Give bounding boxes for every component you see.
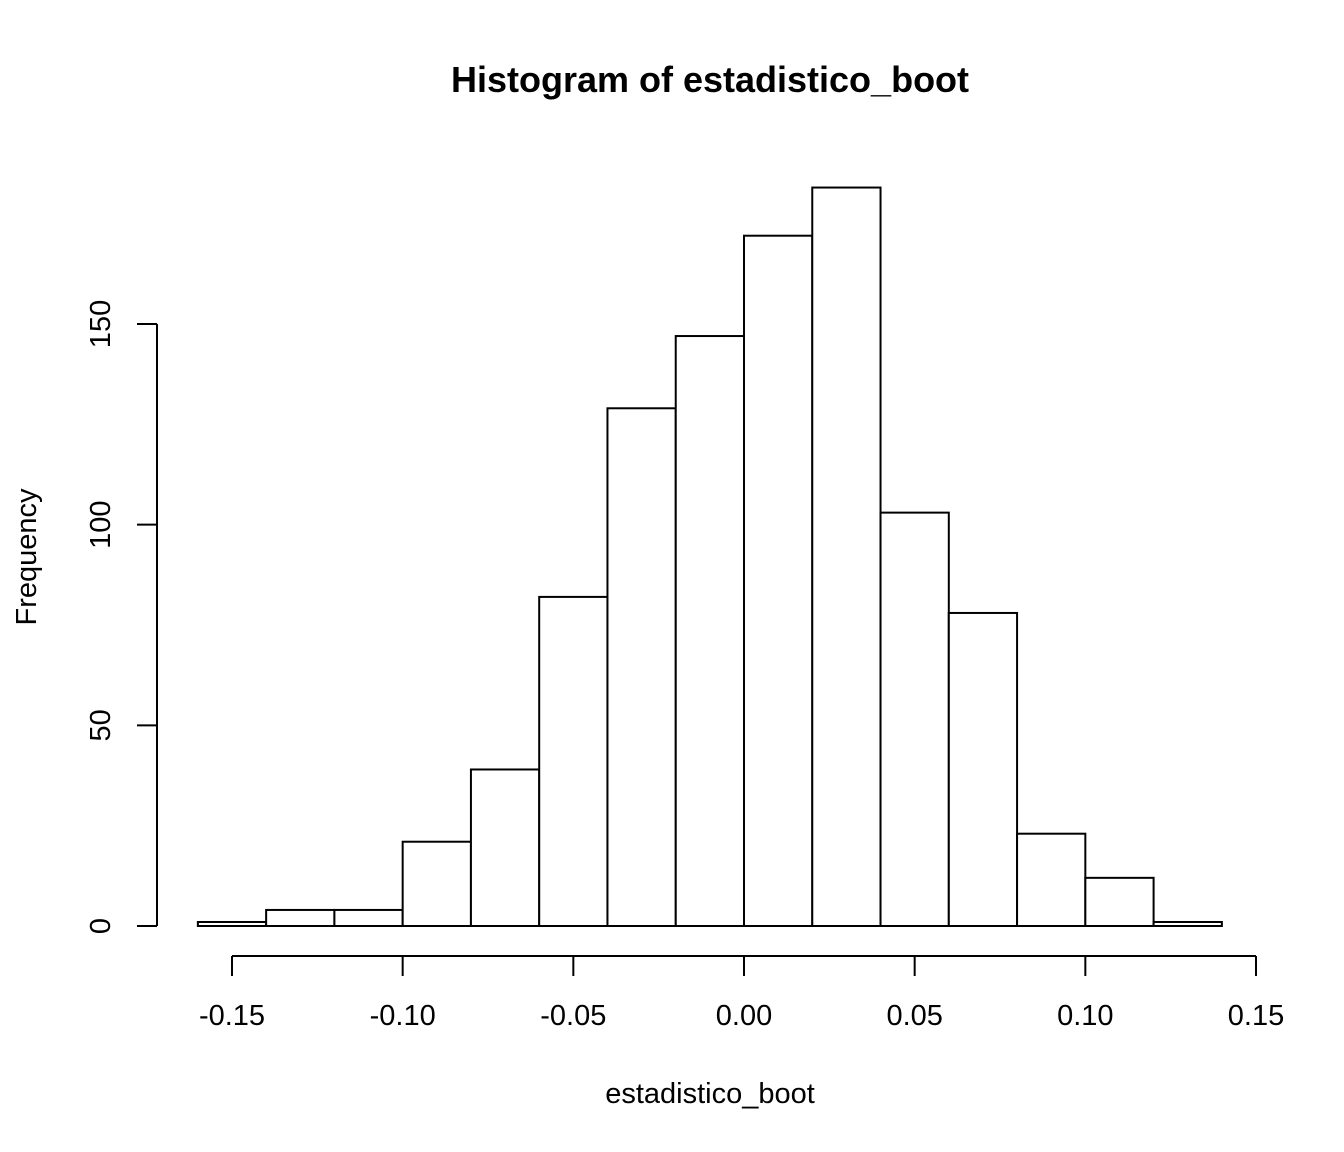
- histogram-bar: [196, 920, 268, 928]
- x-tick-label: 0.10: [1057, 1000, 1113, 1032]
- histogram-bar: [538, 595, 609, 927]
- x-tick-label: -0.15: [199, 1000, 265, 1032]
- x-tick-label: 0.00: [716, 1000, 772, 1032]
- x-axis: -0.15 -0.10 -0.05 0.00 0.05 0.10 0.15: [199, 955, 1284, 1032]
- histogram-bar: [401, 840, 472, 927]
- bars-group: [196, 186, 1223, 928]
- histogram-bar: [1016, 832, 1087, 928]
- x-tick-label: -0.05: [540, 1000, 606, 1032]
- y-tick-label: 0: [85, 918, 117, 934]
- histogram-bar: [469, 768, 541, 927]
- x-tick-label: 0.15: [1228, 1000, 1284, 1032]
- y-axis-label: Frequency: [11, 488, 43, 626]
- y-tick-label: 150: [85, 300, 117, 348]
- x-axis-label: estadistico_boot: [605, 1078, 815, 1110]
- histogram-bar: [947, 611, 1019, 928]
- histogram-bar: [265, 908, 336, 927]
- histogram-bar: [333, 908, 404, 927]
- x-tick-label: -0.10: [370, 1000, 436, 1032]
- histogram-bar: [879, 511, 950, 927]
- histogram-bar: [606, 407, 677, 927]
- histogram-bar: [674, 335, 746, 928]
- y-axis: 0 50 100 150: [85, 300, 158, 934]
- x-tick-label: 0.05: [886, 1000, 942, 1032]
- chart-title: Histogram of estadistico_boot: [451, 59, 969, 100]
- y-tick-label: 50: [85, 709, 117, 741]
- histogram-bar: [743, 234, 814, 927]
- histogram-bar: [1152, 920, 1223, 928]
- histogram-bar: [1084, 876, 1155, 928]
- y-tick-label: 100: [85, 500, 117, 548]
- histogram-bar: [811, 186, 882, 927]
